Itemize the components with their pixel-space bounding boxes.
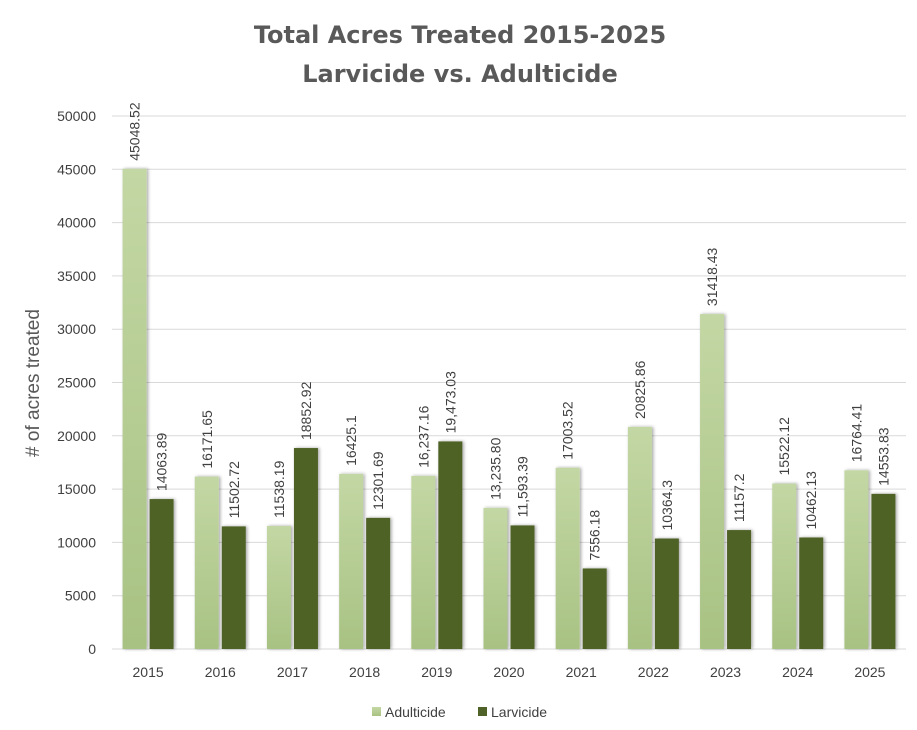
y-tick-label: 15000 (57, 481, 96, 497)
legend-label-adulticide: Adulticide (385, 704, 446, 720)
legend-swatch-adulticide (372, 707, 381, 716)
y-tick-label: 40000 (57, 215, 96, 231)
bar-larvicide-2017 (293, 448, 318, 649)
bar-larvicide-2023 (727, 530, 752, 649)
chart-subtitle: Larvicide vs. Adulticide (302, 60, 618, 88)
data-label-larvicide-2021: 7556.18 (587, 510, 603, 561)
bar-adulticide-2016 (194, 476, 219, 649)
data-label-adulticide-2016: 16171.65 (199, 410, 215, 469)
bar-larvicide-2021 (582, 568, 607, 649)
bar-adulticide-2020 (483, 507, 508, 649)
legend: Adulticide Larvicide (372, 704, 547, 720)
bar-larvicide-2016 (221, 526, 246, 649)
y-tick-label: 0 (88, 641, 96, 657)
bar-larvicide-2015 (149, 499, 174, 649)
data-label-larvicide-2019: 19,473.03 (442, 371, 458, 433)
data-label-larvicide-2020: 11,593.39 (515, 456, 531, 517)
data-label-larvicide-2025: 14553.83 (875, 427, 891, 486)
data-label-larvicide-2016: 11502.72 (226, 461, 242, 519)
bar-larvicide-2020 (510, 525, 535, 649)
y-tick-label: 25000 (57, 375, 96, 391)
bar-larvicide-2024 (799, 537, 824, 649)
bar-adulticide-2017 (266, 526, 291, 649)
data-label-larvicide-2022: 10364.3 (659, 480, 675, 531)
data-label-adulticide-2025: 16764.41 (848, 404, 864, 463)
data-label-larvicide-2024: 10462.13 (803, 471, 819, 530)
x-tick-label: 2016 (205, 664, 236, 680)
bar-adulticide-2022 (627, 426, 652, 649)
data-label-larvicide-2018: 12301.69 (370, 451, 386, 510)
bars: 45048.52 14063.89 16171.65 11502.72 11538.19… (122, 102, 896, 649)
legend-swatch-larvicide (478, 707, 487, 716)
y-tick-label: 35000 (57, 268, 96, 284)
bar-adulticide-2018 (339, 473, 364, 649)
data-label-adulticide-2021: 17003.52 (560, 401, 576, 460)
x-tick-label: 2024 (782, 664, 813, 680)
data-label-adulticide-2023: 31418.43 (704, 247, 720, 306)
bar-larvicide-2025 (871, 493, 896, 649)
y-tick-label: 20000 (57, 428, 96, 444)
data-label-adulticide-2022: 20825.86 (632, 360, 648, 419)
x-tick-label: 2025 (854, 664, 885, 680)
y-tick-label: 30000 (57, 321, 96, 337)
y-axis-ticks: 0 5000 10000 15000 20000 25000 30000 35000 40000… (57, 108, 96, 657)
bar-larvicide-2022 (654, 538, 679, 649)
data-label-larvicide-2023: 11157.2 (731, 473, 747, 522)
bar-adulticide-2021 (555, 467, 580, 649)
x-tick-label: 2021 (566, 664, 597, 680)
bar-larvicide-2019 (438, 441, 463, 649)
x-tick-label: 2015 (133, 664, 164, 680)
data-label-adulticide-2020: 13,235.80 (488, 437, 504, 499)
y-tick-label: 45000 (57, 161, 96, 177)
data-label-adulticide-2024: 15522.12 (776, 417, 792, 476)
data-label-adulticide-2017: 11538.19 (271, 460, 287, 518)
data-label-adulticide-2018: 16425.1 (343, 415, 359, 466)
x-tick-label: 2023 (710, 664, 741, 680)
data-label-larvicide-2015: 14063.89 (154, 432, 170, 491)
x-tick-label: 2017 (277, 664, 308, 680)
x-tick-label: 2022 (638, 664, 669, 680)
bar-adulticide-2023 (700, 314, 725, 649)
y-axis-label: # of acres treated (23, 309, 44, 457)
x-axis-ticks: 2015 2016 2017 2018 2019 2020 2021 2022 2023 2024… (133, 664, 886, 680)
y-tick-label: 5000 (65, 588, 96, 604)
y-tick-label: 50000 (57, 108, 96, 124)
data-label-adulticide-2019: 16,237.16 (415, 405, 431, 467)
bar-adulticide-2015 (122, 168, 147, 649)
legend-label-larvicide: Larvicide (491, 704, 547, 720)
bar-adulticide-2024 (772, 483, 797, 649)
x-tick-label: 2019 (421, 664, 452, 680)
data-label-adulticide-2015: 45048.52 (127, 102, 143, 161)
bar-adulticide-2025 (844, 470, 869, 649)
chart-title: Total Acres Treated 2015-2025 (254, 21, 666, 49)
x-tick-label: 2018 (349, 664, 380, 680)
bar-larvicide-2018 (366, 517, 391, 649)
bar-adulticide-2019 (411, 475, 436, 649)
data-label-larvicide-2017: 18852.92 (298, 381, 314, 440)
y-tick-label: 10000 (57, 534, 96, 550)
x-tick-label: 2020 (493, 664, 524, 680)
